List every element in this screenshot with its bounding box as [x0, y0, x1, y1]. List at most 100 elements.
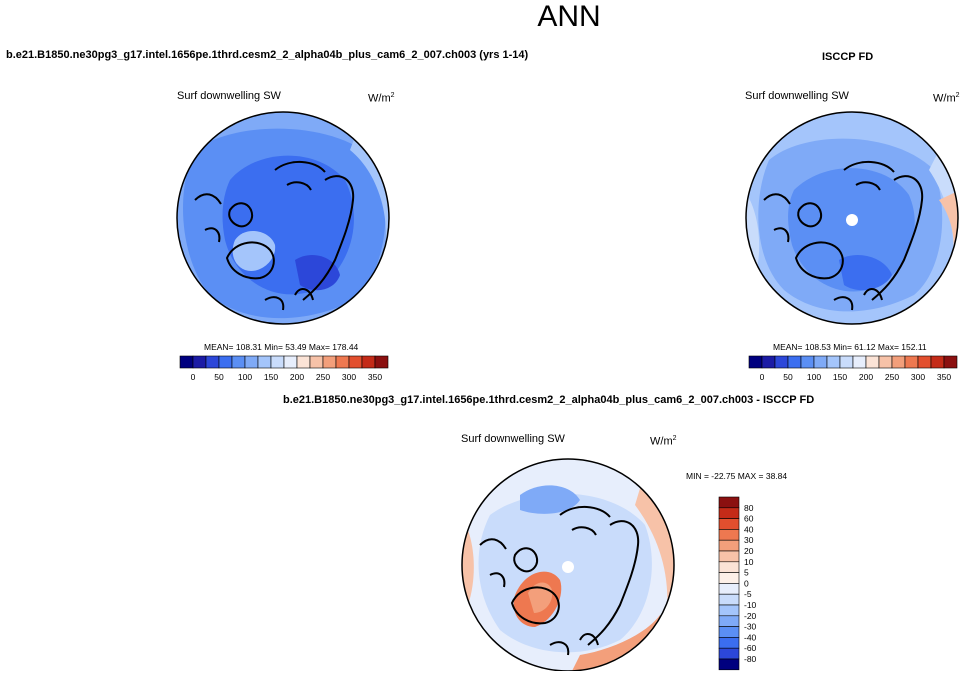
diff-colorbar-tick-label: 30: [744, 535, 754, 545]
model-units-base: W/m: [368, 92, 391, 105]
diff-colorbar-boxes: [718, 496, 740, 671]
obs-colorbar-box: [748, 355, 763, 369]
obs-colorbar-box: [943, 355, 958, 369]
diff-colorbar-tick-label: 0: [744, 578, 749, 588]
diff-colorbar-box: [718, 615, 740, 627]
diff-colorbar-tick-label: -30: [744, 622, 757, 632]
obs-case-title: ISCCP FD: [822, 51, 874, 63]
model-colorbar-ticks: 0 50 100 150 200 250 300 350: [191, 372, 383, 382]
model-colorbar: 0 50 100 150 200 250 300 350: [179, 355, 389, 382]
diff-case-title: b.e21.B1850.ne30pg3_g17.intel.1656pe.1th…: [283, 394, 815, 406]
obs-colorbar-box: [891, 355, 906, 369]
model-colorbar-box: [231, 355, 246, 369]
model-colorbar-box: [296, 355, 311, 369]
diff-colorbar-box: [718, 561, 740, 573]
diff-colorbar-box: [718, 626, 740, 638]
diff-colorbar-tick-label: -60: [744, 643, 757, 653]
diff-pole-hole: [562, 561, 574, 573]
obs-colorbar-tick-label: 300: [911, 372, 925, 382]
obs-colorbar-box: [904, 355, 919, 369]
model-variable-label: Surf downwelling SW: [177, 90, 281, 102]
model-colorbar-tick-label: 200: [290, 372, 304, 382]
diff-colorbar-box: [718, 507, 740, 519]
diff-colorbar-box: [718, 637, 740, 649]
diff-colorbar-box: [718, 529, 740, 541]
diff-colorbar-tick-label: -20: [744, 611, 757, 621]
diff-colorbar-tick-label: 5: [744, 568, 749, 578]
obs-colorbar-tick-label: 100: [807, 372, 821, 382]
diff-colorbar-box: [718, 550, 740, 563]
model-field-patch: [295, 255, 340, 291]
model-units-label: W/m2: [368, 92, 395, 105]
diff-colorbar-tick-label: -10: [744, 600, 757, 610]
obs-colorbar-tick-label: 150: [833, 372, 847, 382]
model-stats: MEAN= 108.31 Min= 53.49 Max= 178.44: [204, 342, 359, 352]
obs-field-patch: [839, 255, 892, 291]
diff-field-greenland-core: [528, 582, 553, 613]
diff-colorbar-tick-label: 60: [744, 514, 754, 524]
diff-colorbar-box: [718, 539, 740, 552]
model-colorbar-box: [335, 355, 350, 369]
obs-colorbar-tick-label: 350: [937, 372, 951, 382]
obs-units-exp: 2: [955, 92, 960, 99]
obs-units-label: W/m2: [933, 92, 960, 105]
obs-colorbar-box: [878, 355, 893, 369]
model-units-exp: 2: [390, 92, 395, 99]
diff-units-label: W/m2: [650, 435, 677, 448]
diff-colorbar-tick-label: 40: [744, 524, 754, 534]
model-colorbar-box: [374, 355, 389, 369]
diff-field-light-blue: [478, 493, 652, 653]
obs-colorbar-box: [865, 355, 880, 369]
model-colorbar-box: [244, 355, 259, 369]
obs-variable-label: Surf downwelling SW: [745, 90, 849, 102]
model-colorbar-box: [270, 355, 285, 369]
model-colorbar-box: [218, 355, 233, 369]
obs-colorbar-box: [839, 355, 854, 369]
diff-polar-map: [461, 458, 675, 671]
obs-colorbar-tick-label: 250: [885, 372, 899, 382]
obs-colorbar-box: [852, 355, 867, 369]
model-colorbar-tick-label: 100: [238, 372, 252, 382]
diff-colorbar-tick-label: -5: [744, 589, 752, 599]
obs-colorbar-tick-label: 50: [783, 372, 793, 382]
model-colorbar-tick-label: 150: [264, 372, 278, 382]
diff-coastlines: [479, 506, 640, 656]
model-colorbar-tick-label: 350: [368, 372, 382, 382]
obs-colorbar-box: [800, 355, 815, 369]
diff-colorbar-tick-label: 80: [744, 503, 754, 513]
model-field-greenland: [232, 230, 276, 271]
obs-colorbar-box: [774, 355, 789, 369]
diff-colorbar-tick-label: 10: [744, 557, 754, 567]
obs-field-core: [788, 168, 915, 292]
diff-colorbar-box: [718, 583, 740, 595]
obs-units-base: W/m: [933, 92, 956, 105]
model-colorbar-tick-label: 50: [214, 372, 224, 382]
diff-colorbar-tick-label: 20: [744, 546, 754, 556]
obs-colorbar-box: [761, 355, 776, 369]
diff-colorbar-box: [718, 658, 740, 671]
obs-coastlines: [763, 161, 924, 311]
diff-stats: MIN = -22.75 MAX = 38.84: [686, 471, 788, 481]
obs-colorbar-box: [917, 355, 932, 369]
obs-colorbar-box: [826, 355, 841, 369]
model-colorbar-tick-label: 0: [191, 372, 196, 382]
model-colorbar-box: [322, 355, 337, 369]
model-polar-map: [176, 111, 390, 325]
diff-colorbar-tick-label: -40: [744, 632, 757, 642]
model-coastlines: [194, 161, 355, 311]
diff-colorbar-box: [718, 572, 740, 584]
model-colorbar-tick-label: 300: [342, 372, 356, 382]
model-colorbar-box: [205, 355, 220, 369]
diff-colorbar-box: [718, 604, 740, 617]
diff-variable-label: Surf downwelling SW: [461, 433, 565, 445]
diff-units-base: W/m: [650, 435, 673, 448]
model-colorbar-box: [309, 355, 324, 369]
model-colorbar-box: [257, 355, 272, 369]
model-colorbar-boxes: [179, 355, 389, 369]
diff-colorbar-box: [718, 496, 740, 509]
obs-stats: MEAN= 108.53 Min= 61.12 Max= 152.11: [773, 342, 927, 352]
model-case-title: b.e21.B1850.ne30pg3_g17.intel.1656pe.1th…: [6, 49, 529, 61]
obs-polar-map: [745, 111, 959, 325]
obs-colorbar-boxes: [748, 355, 958, 369]
